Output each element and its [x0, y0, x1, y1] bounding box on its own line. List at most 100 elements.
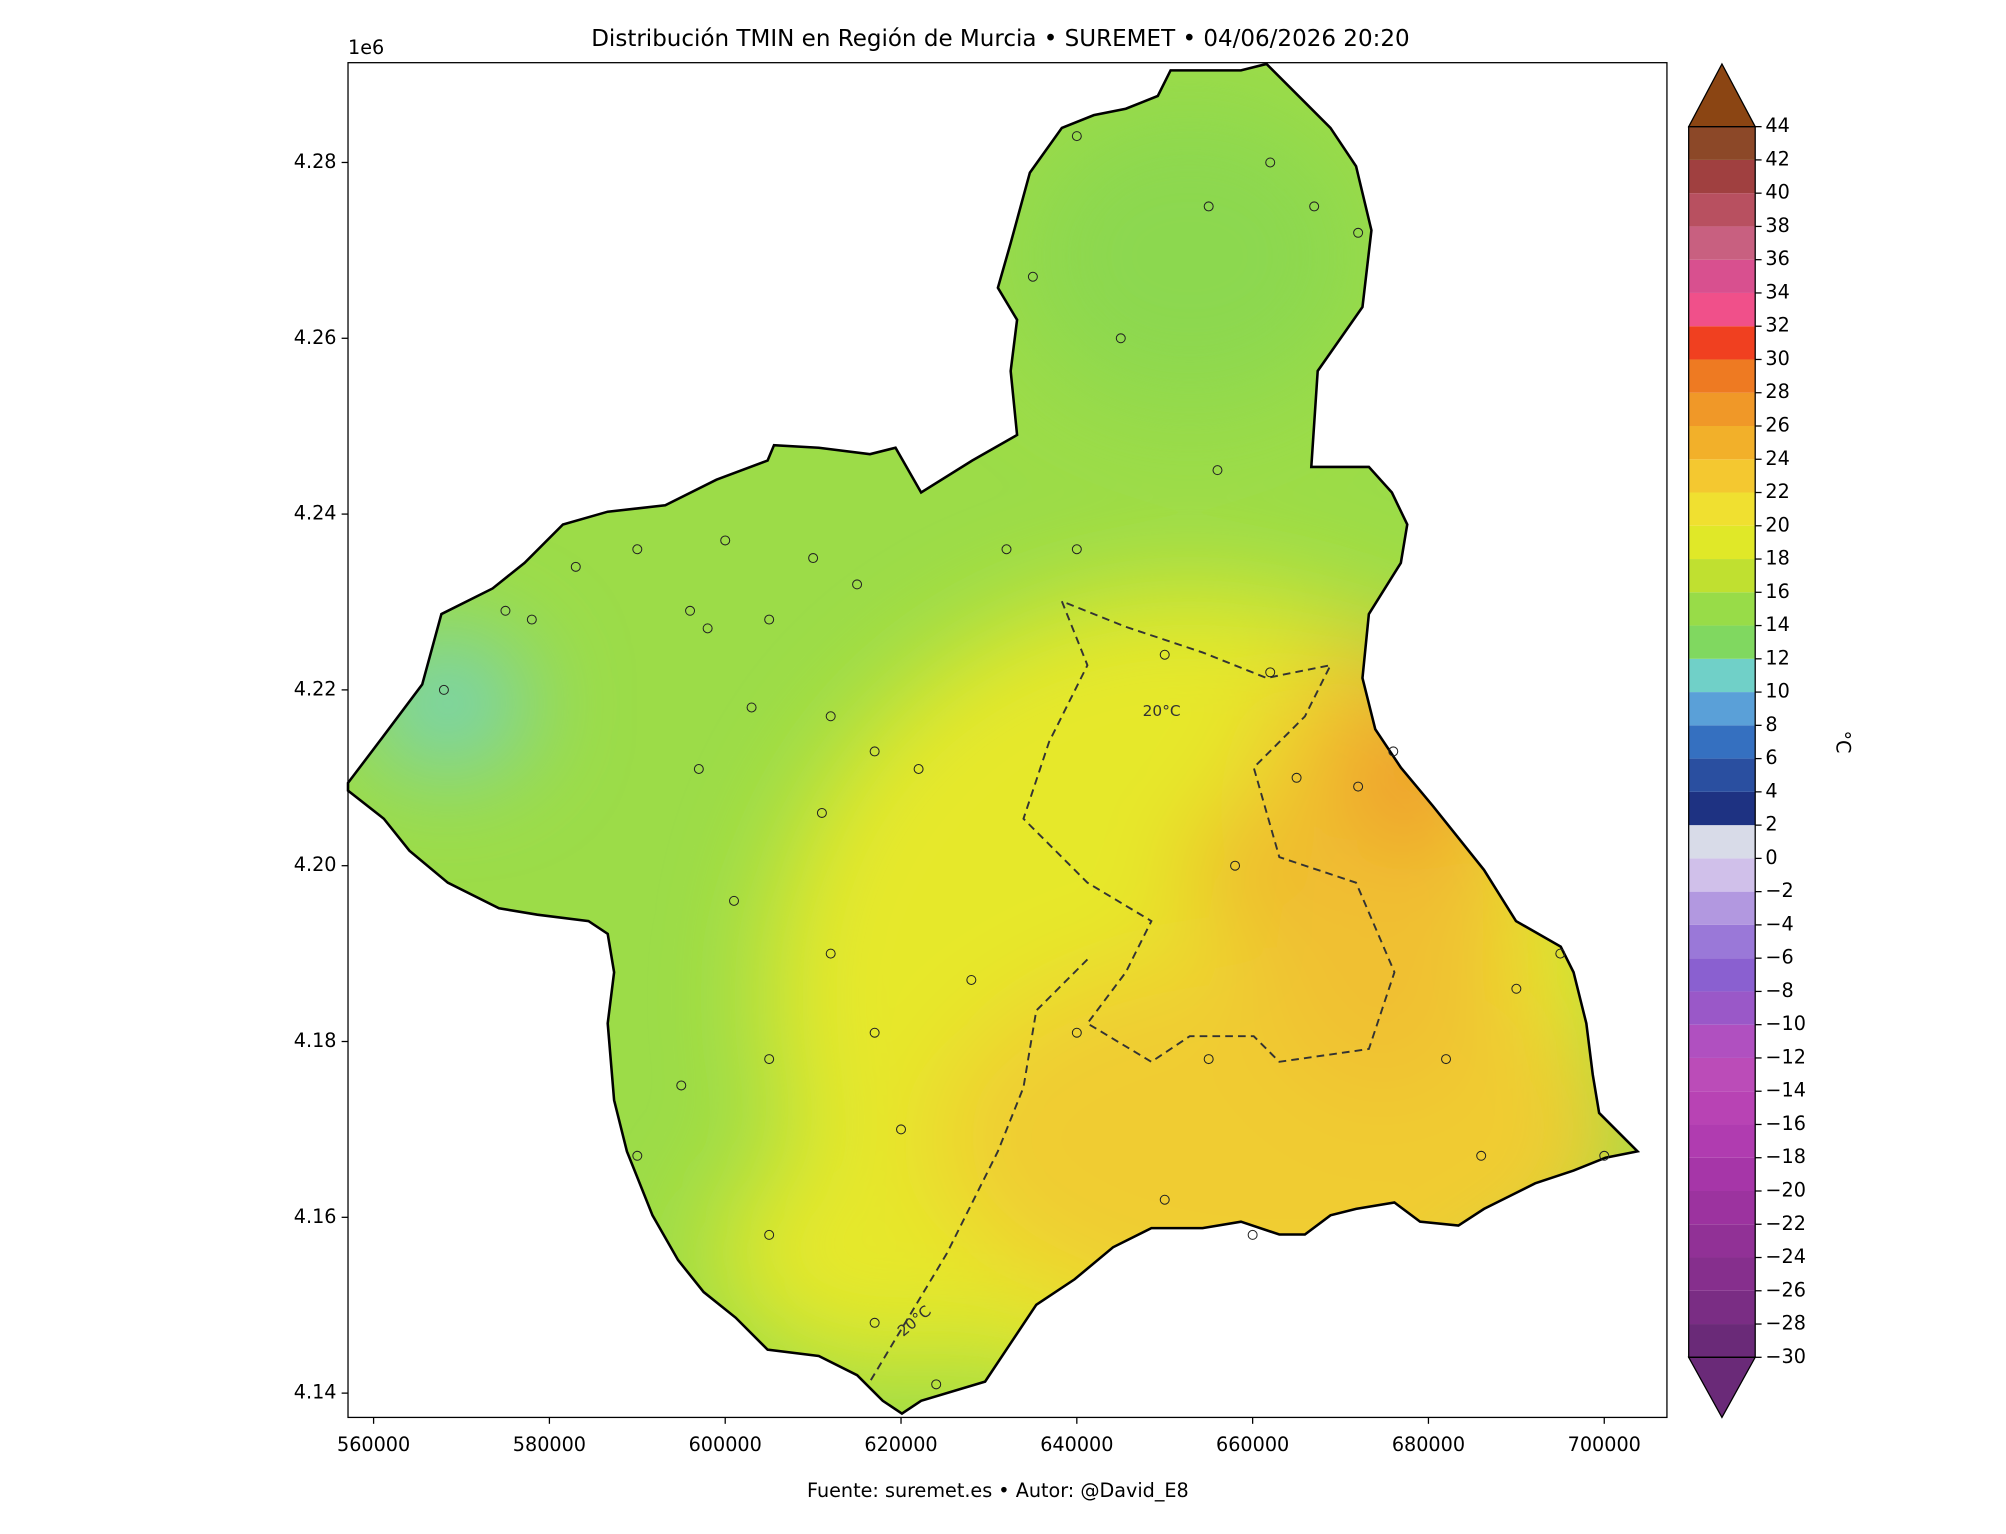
station: [1599, 1150, 1610, 1161]
colorbar-segment: [1688, 1124, 1756, 1158]
colorbar-tick-label: 14: [1765, 613, 1789, 636]
colorbar-extend-over: [1687, 62, 1757, 128]
station: [869, 746, 880, 757]
station: [1027, 271, 1038, 282]
station: [570, 561, 581, 572]
colorbar-segment: [1688, 1290, 1756, 1325]
colorbar-segment: [1688, 193, 1756, 227]
colorbar-tick-label: 38: [1765, 214, 1789, 237]
colorbar-tick-label: 36: [1765, 247, 1789, 270]
station: [1555, 948, 1566, 959]
colorbar-segment: [1688, 226, 1756, 260]
station: [1115, 333, 1126, 344]
colorbar-segment: [1688, 1057, 1756, 1092]
colorbar-tick-label: −6: [1765, 946, 1793, 969]
colorbar-segment: [1688, 525, 1756, 560]
station: [764, 1054, 775, 1065]
colorbar-tick-label: −22: [1765, 1212, 1805, 1235]
colorbar-segment: [1688, 758, 1756, 792]
colorbar-tick-label: −20: [1765, 1178, 1805, 1201]
station: [1388, 746, 1399, 757]
station: [1476, 1150, 1487, 1161]
colorbar-extend-under: [1687, 1356, 1757, 1419]
colorbar-segment: [1688, 658, 1756, 693]
colorbar-label: °C: [1832, 730, 1855, 753]
colorbar-segment: [1688, 791, 1756, 826]
colorbar-tick-label: 12: [1765, 646, 1789, 669]
colorbar-tick-label: 4: [1765, 779, 1777, 802]
station: [1291, 772, 1302, 783]
colorbar-segment: [1688, 991, 1756, 1025]
station: [1247, 1229, 1258, 1240]
y-tick-label: 4.22: [294, 677, 337, 700]
station: [896, 1124, 907, 1135]
colorbar-tick-label: 16: [1765, 580, 1789, 603]
station: [869, 1317, 880, 1328]
station: [1203, 1054, 1214, 1065]
colorbar-segment: [1688, 259, 1756, 293]
colorbar-segment: [1688, 891, 1756, 925]
station: [693, 764, 704, 774]
y-tick-label: 4.20: [294, 853, 337, 876]
station: [816, 807, 827, 818]
x-tick-label: 660000: [1216, 1433, 1289, 1456]
colorbar-tick-label: −2: [1765, 879, 1793, 902]
colorbar-segment: [1688, 392, 1756, 426]
colorbar-segment: [1688, 559, 1756, 593]
station: [825, 948, 836, 959]
colorbar-tick-label: −12: [1765, 1045, 1805, 1068]
station: [1203, 201, 1214, 212]
x-tick-label: 620000: [864, 1433, 937, 1456]
station: [1353, 227, 1364, 238]
colorbar-tick-label: 32: [1765, 314, 1789, 337]
colorbar-tick-label: −26: [1765, 1278, 1805, 1301]
colorbar-segment: [1688, 592, 1756, 626]
colorbar-segment: [1688, 725, 1756, 759]
x-tick-label: 700000: [1568, 1433, 1641, 1456]
station: [913, 764, 924, 774]
station: [500, 605, 511, 616]
station: [1071, 544, 1082, 555]
station: [720, 535, 731, 546]
colorbar-segment: [1688, 1224, 1756, 1258]
colorbar-tick-label: 40: [1765, 181, 1789, 204]
station: [825, 711, 836, 722]
colorbar-tick-label: −24: [1765, 1245, 1805, 1268]
x-tick-label: 600000: [689, 1433, 762, 1456]
station: [1071, 131, 1082, 142]
colorbar-tick-label: 30: [1765, 347, 1789, 370]
station: [1353, 781, 1364, 792]
colorbar-tick-label: 28: [1765, 380, 1789, 403]
station: [852, 579, 863, 590]
y-tick-label: 4.16: [294, 1205, 337, 1228]
temperature-field: [348, 63, 1638, 1414]
colorbar-segment: [1688, 1024, 1756, 1058]
station: [1159, 1194, 1170, 1205]
colorbar-tick-label: 22: [1765, 480, 1789, 503]
x-tick-label: 680000: [1392, 1433, 1465, 1456]
contour-label: 20°C: [1143, 702, 1181, 720]
chart-title: Distribución TMIN en Región de Murcia • …: [591, 26, 1409, 52]
colorbar-segment: [1688, 924, 1756, 959]
colorbar-segment: [1688, 126, 1756, 160]
station: [1230, 860, 1241, 871]
colorbar-tick-label: 2: [1765, 813, 1777, 836]
colorbar-segment: [1688, 292, 1756, 327]
station: [1001, 544, 1012, 555]
station: [1265, 157, 1276, 168]
station: [632, 544, 643, 555]
colorbar-tick-label: −18: [1765, 1145, 1805, 1168]
x-tick-label: 560000: [337, 1433, 410, 1456]
colorbar-segment: [1688, 825, 1756, 859]
colorbar-tick-label: 18: [1765, 547, 1789, 570]
colorbar-tick-label: 26: [1765, 413, 1789, 436]
colorbar-tick-label: 24: [1765, 447, 1789, 470]
colorbar-segment: [1688, 692, 1756, 726]
station: [764, 614, 775, 625]
colorbar-segment: [1688, 1324, 1756, 1358]
station: [764, 1229, 775, 1240]
contour-line: [869, 599, 1396, 1383]
colorbar-tick-label: 10: [1765, 680, 1789, 703]
x-tick-label: 580000: [513, 1433, 586, 1456]
colorbar-segment: [1688, 1157, 1756, 1191]
